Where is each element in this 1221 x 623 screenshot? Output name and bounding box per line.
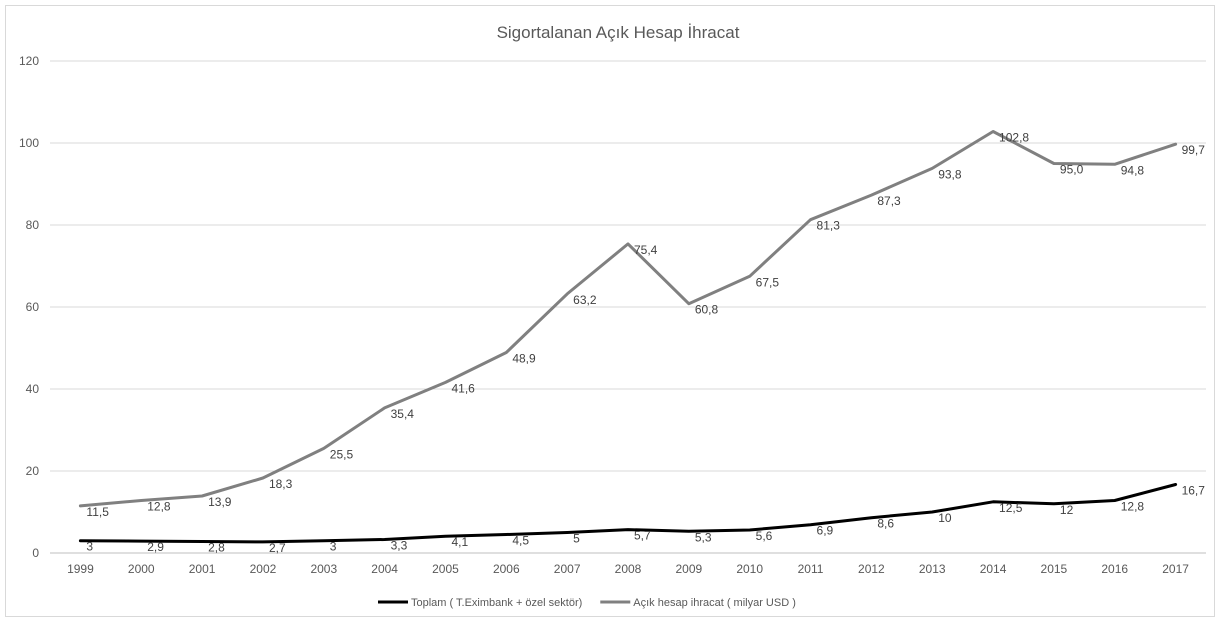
y-tick-label: 80	[26, 218, 40, 232]
data-label: 10	[938, 511, 952, 525]
data-label: 4,5	[512, 534, 529, 548]
data-label: 6,9	[817, 524, 834, 538]
data-label: 94,8	[1121, 163, 1145, 177]
x-tick-label: 2008	[615, 562, 642, 576]
data-label: 102,8	[999, 131, 1029, 145]
x-tick-label: 2006	[493, 562, 520, 576]
data-label: 75,4	[634, 243, 658, 257]
legend-label-1: Toplam ( T.Eximbank + özel sektör)	[411, 597, 582, 609]
x-tick-label: 2012	[858, 562, 885, 576]
x-tick-label: 2017	[1162, 562, 1189, 576]
data-label: 60,8	[695, 303, 719, 317]
data-label: 3,3	[391, 538, 408, 552]
data-labels: 3 2,9 2,8 2,7 3 3,3 4,1 4,5 5 5,7 5,3 5,6 6,9 8,6 10 12…	[86, 131, 1205, 555]
data-label: 8,6	[877, 517, 894, 531]
data-label: 3	[330, 540, 337, 554]
data-label: 41,6	[451, 381, 475, 395]
data-label: 3	[86, 540, 93, 554]
series-line-2	[78, 130, 1178, 508]
x-tick-label: 2005	[432, 562, 459, 576]
gridlines	[50, 60, 1206, 554]
x-axis: 1999 2000 2001 2002 2003 2004 2005 2006 2007 2008…	[67, 562, 1189, 576]
data-label: 2,9	[147, 540, 164, 554]
x-tick-label: 2003	[310, 562, 337, 576]
series-line-1	[78, 483, 1178, 544]
data-label: 87,3	[877, 194, 901, 208]
y-tick-label: 20	[26, 464, 40, 478]
data-label: 99,7	[1182, 143, 1206, 157]
x-tick-label: 2007	[554, 562, 581, 576]
series-lines	[78, 130, 1178, 544]
data-label: 11,5	[86, 505, 109, 519]
data-label: 67,5	[756, 275, 780, 289]
data-label: 5,6	[756, 529, 773, 543]
data-label: 2,8	[208, 541, 225, 555]
y-axis: 0 20 40 60 80 100 120	[19, 54, 39, 560]
data-label: 4,1	[451, 535, 468, 549]
data-label: 95,0	[1060, 163, 1084, 177]
x-tick-label: 2004	[371, 562, 398, 576]
x-tick-label: 2001	[189, 562, 216, 576]
data-label: 18,3	[269, 477, 293, 491]
data-label: 35,4	[391, 407, 415, 421]
y-tick-label: 120	[19, 54, 39, 68]
legend: Toplam ( T.Eximbank + özel sektör) Açık h…	[378, 597, 796, 609]
chart-frame: Sigortalanan Açık Hesap İhracat 0 20 40 60 8…	[5, 5, 1215, 617]
data-label: 5,3	[695, 530, 712, 544]
y-tick-label: 40	[26, 382, 40, 396]
chart-title: Sigortalanan Açık Hesap İhracat	[497, 23, 740, 42]
data-label: 5,7	[634, 529, 651, 543]
data-label: 12	[1060, 503, 1074, 517]
y-tick-label: 60	[26, 300, 40, 314]
x-tick-label: 1999	[67, 562, 94, 576]
x-tick-label: 2013	[919, 562, 946, 576]
data-label: 5	[573, 532, 580, 546]
legend-label-2: Açık hesap ihracat ( milyar USD )	[633, 597, 796, 609]
y-tick-label: 0	[32, 546, 39, 560]
y-tick-label: 100	[19, 136, 39, 150]
data-label: 16,7	[1182, 484, 1206, 498]
x-tick-label: 2009	[675, 562, 702, 576]
x-tick-label: 2000	[128, 562, 155, 576]
data-label: 93,8	[938, 167, 962, 181]
data-label: 48,9	[512, 352, 536, 366]
x-tick-label: 2010	[736, 562, 763, 576]
x-tick-label: 2011	[798, 562, 824, 576]
data-label: 63,2	[573, 293, 597, 307]
x-tick-label: 2015	[1041, 562, 1068, 576]
line-chart: Sigortalanan Açık Hesap İhracat 0 20 40 60 8…	[19, 23, 1206, 609]
data-label: 25,5	[330, 447, 354, 461]
data-label: 12,5	[999, 501, 1023, 515]
x-tick-label: 2002	[250, 562, 277, 576]
data-label: 12,8	[1121, 500, 1145, 514]
x-tick-label: 2014	[980, 562, 1007, 576]
data-label: 13,9	[208, 495, 232, 509]
x-tick-label: 2016	[1101, 562, 1128, 576]
data-label: 12,8	[147, 500, 171, 514]
data-label: 81,3	[817, 219, 841, 233]
data-label: 2,7	[269, 541, 286, 555]
